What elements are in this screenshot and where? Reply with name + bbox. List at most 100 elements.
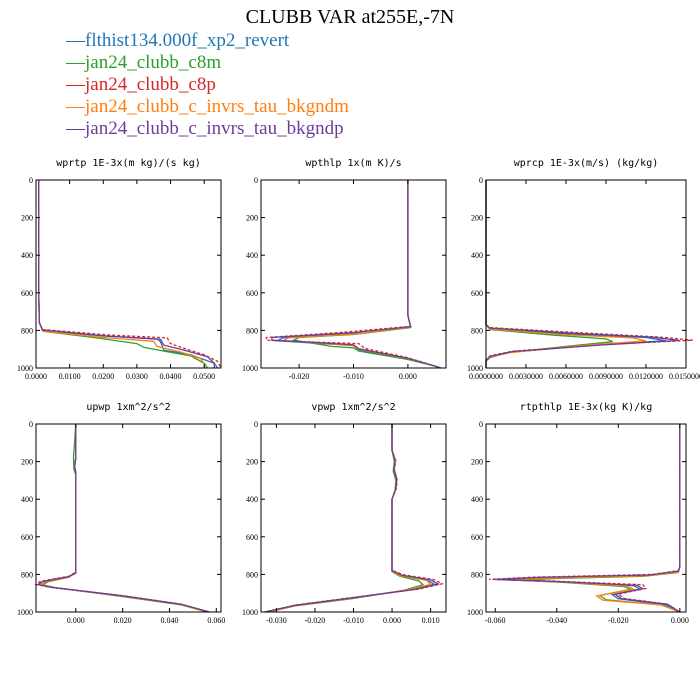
- x-tick-label: 0.0090000: [589, 372, 623, 381]
- series-line-1: [264, 424, 437, 613]
- y-tick-label: 400: [21, 251, 33, 260]
- panel-title: rtpthlp 1E-3x(kg K)/kg: [520, 402, 652, 413]
- legend-item-c8p: —jan24_clubb_c8p: [66, 74, 216, 95]
- series-line-4: [38, 180, 205, 368]
- y-tick-label: 1000: [467, 608, 483, 617]
- series-line-2: [485, 180, 613, 368]
- panel-title: vpwp 1xm^2/s^2: [311, 402, 395, 413]
- y-tick-label: 0: [479, 176, 483, 185]
- x-tick-label: 0.0000: [25, 372, 47, 381]
- chart-panel-2: wpthlp 1x(m K)/s 0 200 400 600 800 1000 -0.020 -…: [242, 158, 447, 381]
- x-tick-label: 0.0400: [160, 372, 182, 381]
- y-tick-label: 600: [21, 289, 33, 298]
- series-line-2: [291, 180, 441, 369]
- y-tick-label: 400: [21, 495, 33, 504]
- plot-frame: [260, 423, 447, 613]
- page-title: CLUBB VAR at255E,-7N: [245, 6, 455, 28]
- y-tick-label: 400: [246, 495, 258, 504]
- y-tick-label: 200: [246, 214, 258, 223]
- y-tick-label: 0: [29, 176, 33, 185]
- x-tick-label: 0.0060000: [549, 372, 583, 381]
- y-tick-label: 200: [471, 214, 483, 223]
- y-tick-label: 800: [21, 326, 33, 335]
- series-line-5: [485, 180, 680, 368]
- chart-panel-1: wprtp 1E-3x(m kg)/(s kg) 0 200 400 600 800 100…: [17, 158, 222, 381]
- x-tick-label: -0.030: [266, 616, 287, 625]
- panel-title: wpthlp 1x(m K)/s: [305, 158, 401, 169]
- x-tick-label: 0.020: [114, 616, 132, 625]
- legend-item-tau-bkgndp: —jan24_clubb_c_invrs_tau_bkgndp: [66, 118, 344, 139]
- y-tick-label: 800: [471, 570, 483, 579]
- x-tick-label: 0.0500: [193, 372, 215, 381]
- plot-frame: [485, 179, 687, 369]
- y-tick-label: 400: [471, 495, 483, 504]
- legend-item-tau-bkgndm: —jan24_clubb_c_invrs_tau_bkgndm: [66, 96, 349, 117]
- panel-title: wprtp 1E-3x(m kg)/(s kg): [56, 158, 201, 169]
- series-line-2: [268, 424, 425, 613]
- x-tick-label: 0.0120000: [629, 372, 663, 381]
- y-tick-label: 1000: [242, 364, 258, 373]
- chart-panel-6: rtpthlp 1E-3x(kg K)/kg02004006008001000-…: [467, 402, 689, 625]
- y-tick-label: 200: [21, 458, 33, 467]
- series-line-4: [38, 424, 208, 613]
- y-tick-label: 1000: [17, 364, 33, 373]
- y-tick-label: 800: [21, 570, 33, 579]
- panel-title: wprcp 1E-3x(m/s) (kg/kg): [514, 158, 659, 169]
- x-tick-label: 0.0150000: [669, 372, 700, 381]
- plot-frame: [35, 179, 222, 369]
- series-line-4: [485, 180, 647, 368]
- y-tick-label: 600: [471, 533, 483, 542]
- x-tick-label: 0.0030000: [509, 372, 543, 381]
- y-tick-label: 0: [479, 420, 483, 429]
- series-line-2: [41, 423, 208, 613]
- y-tick-label: 0: [254, 420, 258, 429]
- y-tick-label: 0: [254, 176, 258, 185]
- y-tick-label: 600: [246, 289, 258, 298]
- y-tick-label: 1000: [17, 608, 33, 617]
- legend-item-flthist134: —flthist134.000f_xp2_revert: [66, 30, 290, 51]
- series-line-3: [264, 424, 444, 613]
- x-tick-label: -0.010: [343, 616, 364, 625]
- y-tick-label: 200: [246, 458, 258, 467]
- y-tick-label: 400: [471, 251, 483, 260]
- series-line-1: [274, 180, 441, 369]
- x-tick-label: 0.000: [399, 372, 417, 381]
- x-tick-label: -0.020: [608, 616, 629, 625]
- panel-title: upwp 1xm^2/s^2: [86, 402, 170, 413]
- x-tick-label: 0.060: [207, 616, 225, 625]
- series-line-2: [38, 180, 209, 369]
- series-line-5: [36, 424, 210, 613]
- x-tick-label: 0.000: [67, 616, 85, 625]
- legend-item-c8m: —jan24_clubb_c8m: [66, 52, 222, 73]
- x-tick-label: -0.020: [305, 616, 326, 625]
- chart-panel-5: vpwp 1xm^2/s^2 0 200 400 600 800 1000 -0.030 -0.…: [242, 402, 447, 625]
- x-tick-label: 0.0200: [92, 372, 114, 381]
- x-tick-label: 0.040: [160, 616, 178, 625]
- y-tick-label: 1000: [467, 364, 483, 373]
- series-line-4: [268, 424, 432, 613]
- series-line-3: [485, 180, 693, 368]
- plot-frame: [260, 179, 447, 369]
- y-tick-label: 200: [471, 458, 483, 467]
- chart-panel-4: upwp 1xm^2/s^2 0 200 400 600 800 1000 0.000 0.02…: [17, 402, 225, 625]
- y-tick-label: 800: [246, 570, 258, 579]
- y-tick-label: 800: [471, 326, 483, 335]
- x-tick-label: 0.0100: [59, 372, 81, 381]
- series-line-5: [271, 180, 441, 369]
- x-tick-label: 0.0300: [126, 372, 148, 381]
- plot-frame: [485, 423, 687, 613]
- x-tick-label: -0.060: [485, 616, 506, 625]
- x-tick-label: 0.010: [422, 616, 440, 625]
- series-line-3: [34, 424, 210, 613]
- y-tick-label: 600: [21, 533, 33, 542]
- series-line-1: [36, 424, 210, 613]
- y-tick-label: 1000: [242, 608, 258, 617]
- y-tick-label: 600: [471, 289, 483, 298]
- y-tick-label: 600: [246, 533, 258, 542]
- x-tick-label: 0.000: [671, 616, 689, 625]
- series-line-5: [495, 424, 681, 613]
- y-tick-label: 0: [29, 420, 33, 429]
- y-tick-label: 400: [246, 251, 258, 260]
- plot-frame: [35, 423, 222, 613]
